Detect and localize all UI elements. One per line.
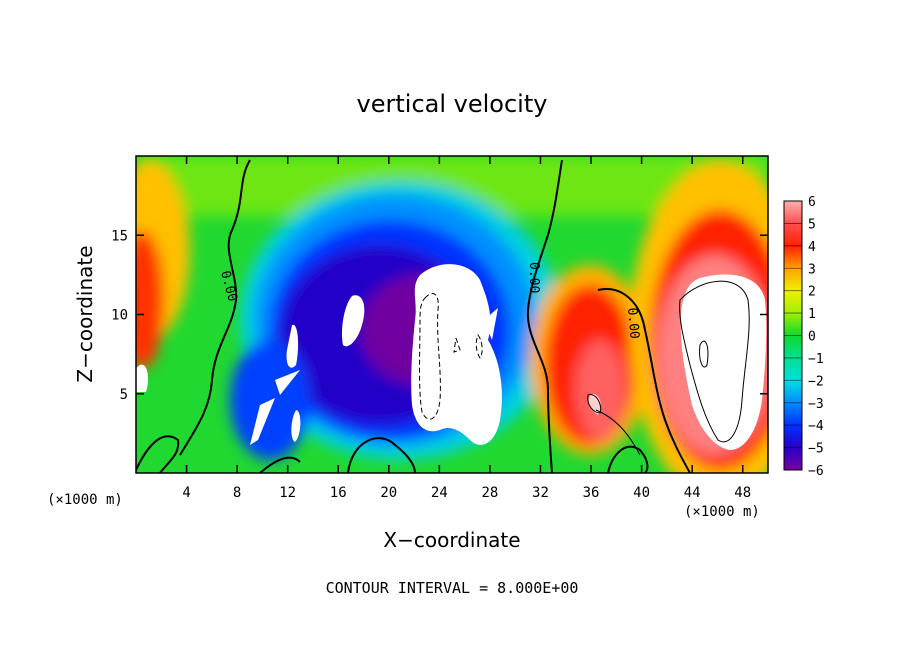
x-axis: 4 8 12 16 20 24 28 32 36 40 44 48 — [182, 156, 751, 501]
y-axis: 5 10 15 — [111, 228, 768, 403]
x-tick-label: 36 — [583, 485, 600, 501]
x-tick-label: 48 — [734, 485, 751, 501]
plot-area — [136, 156, 768, 473]
contour-label: 0.00 — [526, 262, 541, 293]
colorbar-label: 0 — [808, 330, 816, 345]
y-tick-label: 5 — [120, 387, 128, 403]
colorbar-label: −3 — [808, 397, 824, 412]
colorbar-label: −6 — [808, 464, 824, 479]
contour-label: 0.00 — [624, 307, 642, 340]
y-tick-label: 15 — [111, 228, 128, 244]
colorbar-label: 3 — [808, 262, 816, 277]
x-tick-label: 20 — [380, 485, 397, 501]
x-tick-label: 32 — [532, 485, 549, 501]
colorbar-label: 4 — [808, 240, 816, 255]
colorbar-label: 6 — [808, 195, 816, 210]
x-tick-label: 8 — [233, 485, 241, 501]
colorbar-label: −4 — [808, 419, 824, 434]
colorbar-label: −5 — [808, 442, 824, 457]
x-axis-title: X−coordinate — [383, 528, 520, 552]
x-tick-label: 40 — [633, 485, 650, 501]
colorbar-label: 2 — [808, 285, 816, 300]
y-tick-label: 10 — [111, 308, 128, 324]
y-axis-title: Z−coordinate — [73, 245, 97, 382]
x-unit-left: (×1000 m) — [47, 492, 123, 508]
chart-title: vertical velocity — [357, 90, 548, 118]
x-unit-right: (×1000 m) — [684, 504, 760, 520]
colorbar-label: 5 — [808, 217, 816, 232]
contour-interval-note: CONTOUR INTERVAL = 8.000E+00 — [326, 579, 579, 597]
x-tick-label: 12 — [279, 485, 296, 501]
colorbar-label: −2 — [808, 374, 824, 389]
x-tick-label: 4 — [182, 485, 190, 501]
x-tick-label: 24 — [431, 485, 448, 501]
x-tick-label: 28 — [481, 485, 498, 501]
colorbar: 6 5 4 3 2 1 0 −1 −2 −3 −4 −5 −6 — [783, 195, 824, 479]
colorbar-label: 1 — [808, 307, 816, 322]
colorbar-label: −1 — [808, 352, 824, 367]
x-tick-label: 16 — [330, 485, 347, 501]
x-tick-label: 44 — [684, 485, 701, 501]
